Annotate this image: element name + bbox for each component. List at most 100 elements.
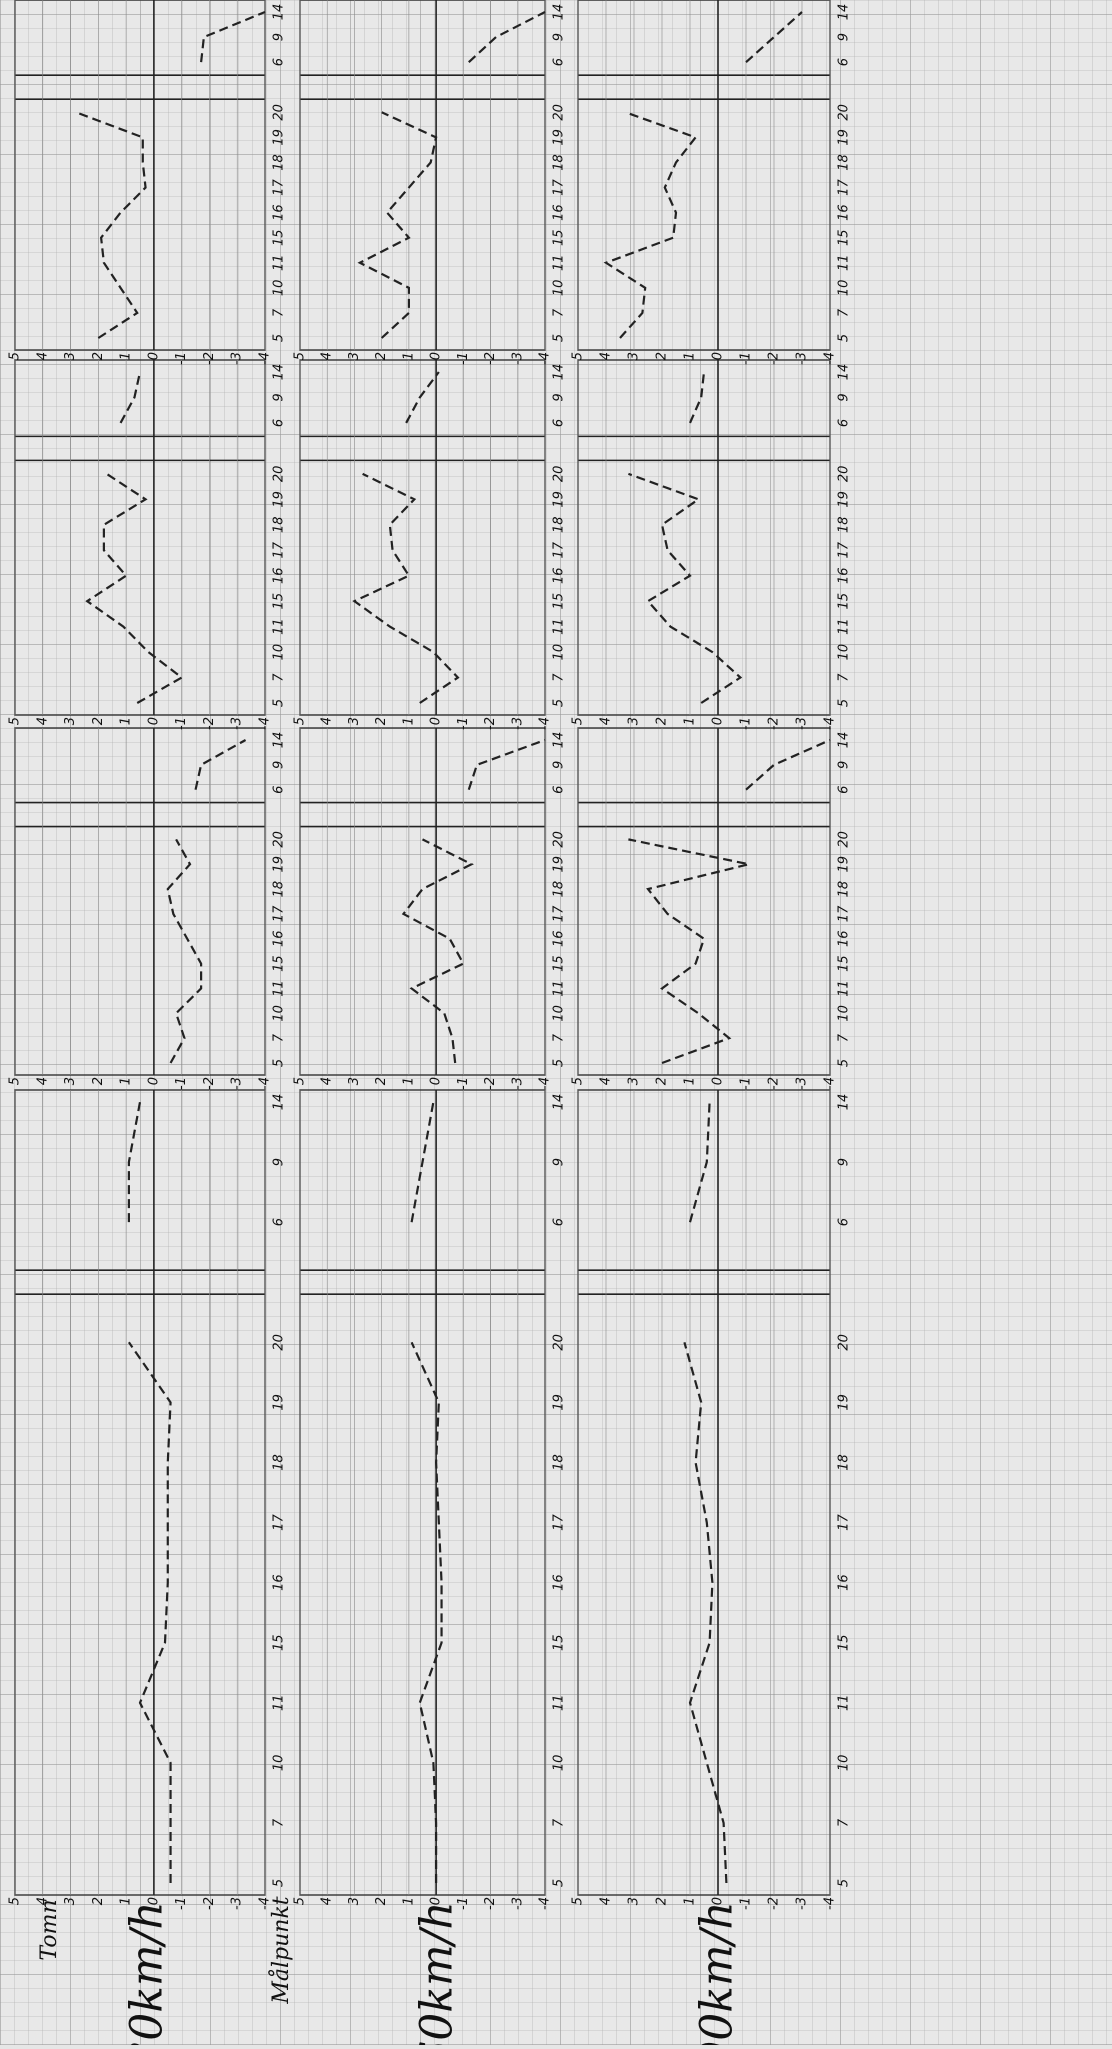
y-tick-label: 3: [347, 352, 362, 360]
rotated-sheet: Tomn Målpunkt 30km/h543210-1-2-3-4571011…: [0, 0, 1112, 2045]
y-tick-label: 1: [683, 1077, 698, 1085]
x-tick-label: 11: [272, 254, 287, 271]
y-tick-label: 1: [119, 352, 134, 360]
x-tick-label: 10: [272, 1755, 287, 1772]
y-tick-label: -3: [795, 1077, 810, 1090]
x-tick-label: 6: [552, 419, 567, 427]
y-tick-label: 2: [91, 717, 106, 725]
y-tick-label: -1: [456, 717, 471, 730]
x-tick-label: 18: [272, 1454, 287, 1471]
x-tick-label: 5: [837, 334, 852, 342]
x-tick-label: 20: [837, 466, 852, 483]
y-tick-label: -2: [767, 352, 782, 365]
y-tick-label: 1: [401, 1897, 416, 1905]
y-tick-label: 2: [91, 352, 106, 360]
y-tick-label: 4: [35, 352, 50, 360]
y-tick-label: 5: [8, 1077, 23, 1085]
y-tick-label: -3: [510, 352, 525, 365]
x-tick-label: 18: [837, 516, 852, 533]
annotation: Målpunkt: [267, 1896, 294, 2004]
x-tick-label: 9: [552, 393, 567, 401]
y-tick-label: 0: [429, 1077, 444, 1085]
speed-label: 30km/h: [122, 1901, 173, 2045]
x-tick-label: 14: [552, 1094, 567, 1111]
y-tick-label: 3: [627, 717, 642, 725]
x-tick-label: 19: [272, 1394, 287, 1411]
x-tick-label: 18: [837, 881, 852, 898]
x-tick-label: 19: [552, 491, 567, 508]
y-tick-label: 2: [655, 1897, 670, 1905]
x-tick-label: 5: [272, 1879, 287, 1887]
x-tick-label: 16: [837, 204, 852, 221]
y-tick-label: -1: [456, 352, 471, 365]
y-tick-label: 4: [599, 1897, 614, 1905]
y-tick-label: 1: [401, 717, 416, 725]
x-tick-label: 17: [837, 1514, 852, 1531]
y-tick-label: 3: [627, 1077, 642, 1085]
x-tick-label: 6: [272, 419, 287, 427]
x-tick-label: 17: [272, 541, 287, 558]
x-tick-label: 6: [272, 786, 287, 794]
x-tick-label: 20: [552, 1334, 567, 1351]
x-tick-label: 15: [272, 593, 287, 610]
y-tick-label: 0: [711, 717, 726, 725]
y-tick-label: -3: [230, 717, 245, 730]
x-tick-label: 16: [552, 930, 567, 947]
y-tick-label: -1: [174, 352, 189, 365]
x-tick-label: 19: [837, 129, 852, 146]
y-tick-label: -4: [538, 717, 553, 730]
x-tick-label: 17: [552, 541, 567, 558]
x-tick-label: 5: [837, 1059, 852, 1067]
x-tick-label: 19: [552, 1394, 567, 1411]
y-tick-label: -4: [823, 1077, 838, 1090]
x-tick-label: 6: [272, 1218, 287, 1226]
y-tick-label: 4: [320, 717, 335, 725]
y-tick-label: 2: [374, 1897, 389, 1905]
y-tick-label: 4: [35, 717, 50, 725]
y-tick-label: 1: [119, 717, 134, 725]
x-tick-label: 5: [552, 1879, 567, 1887]
y-tick-label: -2: [483, 717, 498, 730]
y-tick-label: 0: [146, 352, 161, 360]
x-tick-label: 5: [272, 334, 287, 342]
y-tick-label: -3: [795, 352, 810, 365]
x-tick-label: 15: [837, 229, 852, 246]
x-tick-label: 6: [837, 58, 852, 66]
x-tick-label: 7: [837, 308, 852, 317]
x-tick-label: 9: [272, 33, 287, 41]
x-tick-label: 6: [552, 58, 567, 66]
x-tick-label: 7: [552, 1818, 567, 1827]
x-tick-label: 20: [552, 831, 567, 848]
x-tick-label: 16: [272, 204, 287, 221]
x-tick-label: 5: [552, 1059, 567, 1067]
x-tick-label: 14: [552, 4, 567, 21]
x-tick-label: 16: [837, 567, 852, 584]
y-tick-label: 3: [347, 1077, 362, 1085]
x-tick-label: 20: [272, 831, 287, 848]
x-tick-label: 14: [552, 732, 567, 749]
x-tick-label: 7: [837, 673, 852, 682]
x-tick-label: 11: [272, 980, 287, 997]
y-tick-label: 4: [35, 1897, 50, 1905]
x-tick-label: 10: [837, 280, 852, 297]
x-tick-label: 16: [552, 204, 567, 221]
x-tick-label: 15: [552, 955, 567, 972]
x-tick-label: 17: [272, 179, 287, 196]
y-tick-label: -4: [258, 1077, 273, 1090]
y-tick-label: 4: [320, 1077, 335, 1085]
x-tick-label: 18: [272, 881, 287, 898]
x-tick-label: 20: [837, 104, 852, 121]
y-tick-label: 5: [293, 717, 308, 725]
y-tick-label: -2: [202, 1077, 217, 1090]
y-tick-label: 5: [8, 717, 23, 725]
x-tick-label: 11: [837, 254, 852, 271]
x-tick-label: 14: [837, 364, 852, 381]
y-tick-label: -1: [739, 1897, 754, 1910]
x-tick-label: 20: [837, 831, 852, 848]
y-tick-label: -2: [202, 717, 217, 730]
x-tick-label: 20: [552, 104, 567, 121]
y-tick-label: 2: [91, 1897, 106, 1905]
y-tick-label: 3: [63, 352, 78, 360]
x-tick-label: 16: [552, 1574, 567, 1591]
x-tick-label: 18: [837, 154, 852, 171]
